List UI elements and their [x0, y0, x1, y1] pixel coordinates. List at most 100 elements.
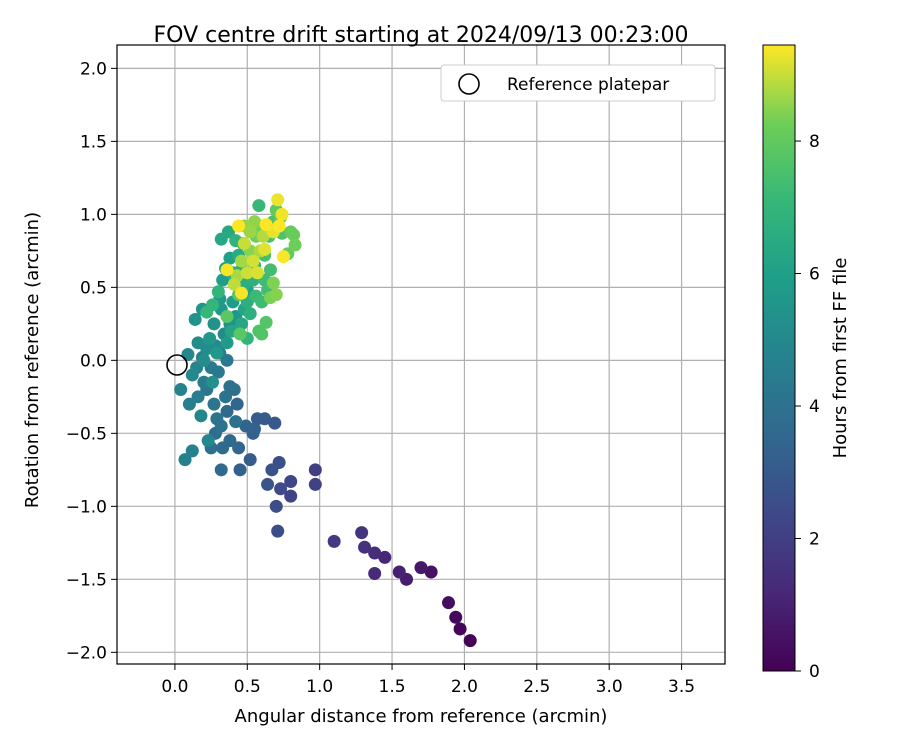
scatter-point: [271, 524, 285, 538]
scatter-point: [266, 276, 280, 290]
colorbar: [762, 44, 796, 672]
scatter-point: [243, 453, 257, 467]
scatter-point: [368, 546, 382, 560]
scatter-point: [414, 561, 428, 575]
scatter-point: [206, 375, 220, 389]
scatter-point: [207, 317, 221, 331]
y-tick-label: 0.5: [80, 278, 107, 298]
y-tick-label: −2.0: [66, 643, 107, 663]
x-tick-label: 2.0: [451, 677, 478, 697]
scatter-point: [216, 273, 230, 287]
reference-platepar-marker: [166, 354, 188, 376]
scatter-point: [174, 383, 188, 397]
scatter-point: [284, 489, 298, 503]
scatter-point: [284, 475, 298, 489]
y-axis-label: Rotation from reference (arcmin): [22, 212, 43, 508]
x-tick-label: 0.5: [234, 677, 261, 697]
scatter-point: [223, 380, 237, 394]
y-tick-label: 0.0: [80, 351, 107, 371]
scatter-point: [191, 390, 205, 404]
scatter-point: [194, 409, 208, 423]
scatter-point: [327, 534, 341, 548]
scatter-point: [214, 463, 228, 477]
scatter-point: [453, 622, 467, 636]
scatter-point: [203, 331, 217, 345]
colorbar-tick-label: 4: [809, 397, 820, 417]
scatter-point: [261, 477, 275, 491]
scatter-point: [274, 482, 288, 496]
x-tick-label: 0.0: [161, 677, 188, 697]
x-tick-label: 2.5: [523, 677, 550, 697]
scatter-point: [246, 254, 260, 268]
scatter-point: [259, 315, 273, 329]
colorbar-tick-label: 6: [809, 265, 820, 285]
scatter-point: [233, 463, 247, 477]
scatter-point: [463, 634, 477, 648]
scatter-point: [368, 566, 382, 580]
scatter-point: [210, 412, 224, 426]
scatter-point: [268, 416, 282, 430]
scatter-point: [211, 285, 225, 299]
x-axis-label: Angular distance from reference (arcmin): [235, 706, 608, 727]
scatter-point: [232, 441, 246, 455]
scatter-point: [255, 327, 269, 341]
scatter-point: [288, 238, 302, 252]
scatter-point: [220, 404, 234, 418]
scatter-point: [287, 228, 301, 242]
scatter-point: [229, 415, 243, 429]
scatter-point: [200, 305, 214, 319]
scatter-point: [355, 526, 369, 540]
x-tick-label: 3.0: [596, 677, 623, 697]
scatter-point: [227, 277, 241, 291]
scatter-point: [230, 397, 244, 411]
colorbar-tick-label: 8: [809, 132, 820, 152]
scatter-point: [188, 312, 202, 326]
scatter-point: [378, 550, 392, 564]
scatter-point: [182, 397, 196, 411]
scatter-point: [271, 193, 285, 207]
scatter-point: [243, 225, 257, 239]
scatter-point: [269, 288, 283, 302]
scatter-point: [308, 463, 322, 477]
scatter-point: [263, 263, 277, 277]
scatter-point: [185, 444, 199, 458]
scatter-point: [442, 596, 456, 610]
scatter-point: [178, 453, 192, 467]
scatter-point: [234, 317, 248, 331]
scatter-point: [185, 368, 199, 382]
scatter-point: [269, 499, 283, 513]
scatter-point: [219, 390, 233, 404]
y-tick-label: −1.0: [66, 497, 107, 517]
scatter-point: [221, 225, 235, 239]
plot-frame: [116, 44, 726, 665]
scatter-point: [265, 463, 279, 477]
scatter-point: [220, 310, 234, 324]
scatter-point: [392, 565, 406, 579]
scatter-point: [259, 218, 273, 232]
scatter-point: [201, 434, 215, 448]
y-tick-label: 2.0: [80, 59, 107, 79]
scatter-point: [358, 540, 372, 554]
scatter-point: [216, 441, 230, 455]
scatter-point: [210, 346, 224, 360]
scatter-points: [174, 193, 477, 648]
scatter-point: [232, 219, 246, 233]
scatter-point: [275, 207, 289, 221]
legend-marker: [458, 73, 480, 95]
scatter-point: [276, 250, 290, 264]
scatter-point: [191, 336, 205, 350]
scatter-point: [237, 237, 251, 251]
scatter-point: [248, 215, 262, 229]
x-tick-label: 1.5: [379, 677, 406, 697]
scatter-point: [233, 327, 247, 341]
scatter-point: [449, 610, 463, 624]
colorbar-tick-label: 2: [809, 530, 820, 550]
scatter-point: [308, 477, 322, 491]
colorbar-tick-label: 0: [809, 662, 820, 682]
scatter-point: [258, 242, 272, 256]
y-tick-label: 1.5: [80, 132, 107, 152]
scatter-point: [239, 419, 253, 433]
scatter-point: [250, 266, 264, 280]
scatter-point: [243, 307, 257, 321]
